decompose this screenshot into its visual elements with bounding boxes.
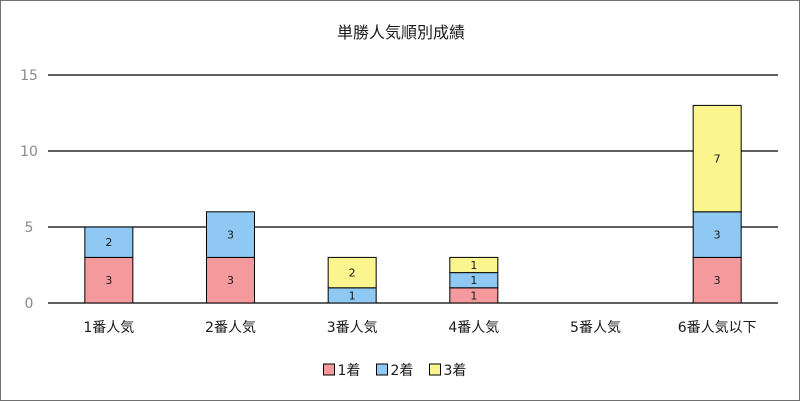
y-tick-label: 0 (25, 296, 34, 312)
data-label: 3 (105, 274, 112, 287)
legend-swatch (323, 363, 335, 376)
data-label: 2 (105, 236, 112, 249)
data-label: 1 (470, 274, 477, 287)
bar-segment (692, 256, 742, 304)
bar-segment (84, 226, 134, 258)
x-tick-label: 2番人気 (205, 320, 256, 336)
legend: 1着 2着 3着 (323, 363, 467, 379)
chart-title: 単勝人気順別成績 (337, 23, 465, 42)
y-tick-label: 5 (25, 220, 34, 236)
y-tick-label: 10 (20, 144, 38, 160)
bar-segment (206, 211, 255, 258)
data-label: 3 (714, 274, 721, 287)
legend-label: 1着 (338, 363, 361, 379)
x-tick-label: 4番人気 (448, 320, 499, 336)
bar-segment (692, 104, 742, 213)
data-label: 3 (227, 274, 234, 287)
gridlines (48, 74, 778, 304)
x-tick-label: 3番人気 (327, 320, 378, 336)
data-label: 2 (349, 267, 356, 280)
bar-segment (84, 256, 134, 304)
legend-label: 2着 (391, 363, 414, 379)
y-axis-ticks: 0 5 10 15 (20, 68, 38, 312)
x-axis-ticks: 1番人気 2番人気 3番人気 4番人気 5番人気 6番人気以下 (83, 320, 756, 336)
x-tick-label: 1番人気 (83, 320, 134, 336)
data-label: 1 (470, 259, 477, 272)
data-label: 3 (227, 229, 234, 242)
bars: 3 2 3 3 1 2 1 1 1 3 3 7 (84, 104, 742, 304)
data-label: 7 (714, 153, 721, 166)
legend-swatch (429, 363, 441, 376)
data-label: 1 (349, 289, 356, 302)
legend-swatch (376, 363, 388, 376)
bar-segment (327, 256, 377, 289)
x-tick-label: 5番人気 (570, 320, 621, 336)
data-label: 3 (714, 229, 721, 242)
y-tick-label: 15 (20, 68, 38, 84)
bar-segment (449, 256, 499, 274)
data-label: 1 (470, 289, 477, 302)
x-tick-label: 6番人気以下 (678, 320, 757, 336)
legend-label: 3着 (444, 363, 467, 379)
